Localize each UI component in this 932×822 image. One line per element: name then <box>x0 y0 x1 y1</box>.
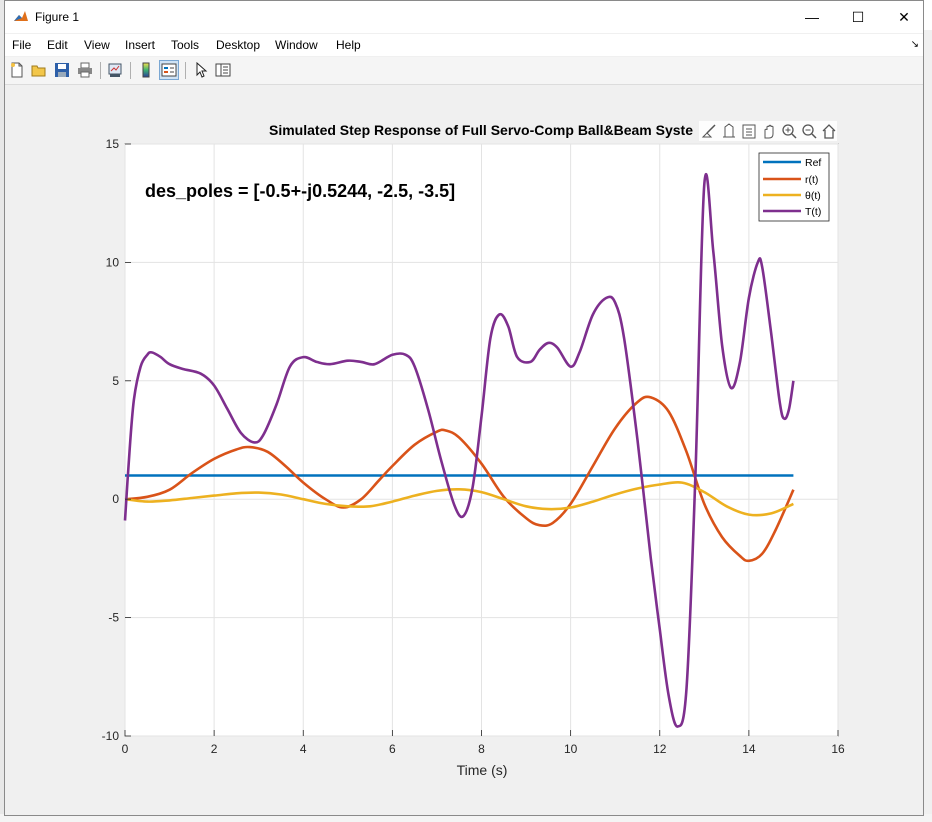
zoom-in-icon[interactable] <box>782 124 797 139</box>
y-tick-label: 10 <box>106 255 120 269</box>
x-tick-label: 6 <box>389 742 396 756</box>
matlab-icon <box>14 11 28 21</box>
menu-bar: File Edit View Insert Tools Desktop Wind… <box>5 34 923 56</box>
figure-toolbar <box>5 57 923 85</box>
legend-label-ref: Ref <box>805 157 821 169</box>
y-tick-label: -10 <box>102 729 120 743</box>
legend-icon[interactable] <box>159 60 179 80</box>
x-tick-label: 0 <box>122 742 129 756</box>
edit-plot-icon[interactable] <box>191 60 211 80</box>
series-line-torque <box>123 173 795 728</box>
background-window-edge-left <box>0 0 6 822</box>
legend-box <box>758 152 830 222</box>
x-tick-label: 8 <box>478 742 485 756</box>
toolbar-separator <box>100 62 101 79</box>
menu-view[interactable]: View <box>84 38 110 52</box>
home-icon[interactable] <box>822 124 836 139</box>
toolbar-separator <box>130 62 131 79</box>
pan-icon[interactable] <box>764 124 774 139</box>
menu-insert[interactable]: Insert <box>125 38 156 52</box>
x-tick-label: 4 <box>300 742 307 756</box>
new-figure-icon[interactable] <box>7 60 27 80</box>
zoom-out-icon[interactable] <box>802 124 817 139</box>
x-tick-label: 14 <box>742 742 756 756</box>
save-icon[interactable] <box>52 60 72 80</box>
axes-toolbar <box>699 121 837 141</box>
close-button[interactable]: ✕ <box>898 8 910 25</box>
x-tick-label: 12 <box>653 742 667 756</box>
menu-help[interactable]: Help <box>336 38 361 52</box>
minimize-button[interactable]: — <box>805 9 819 25</box>
open-file-icon[interactable] <box>29 60 49 80</box>
series-layer <box>123 173 795 728</box>
x-tick-label: 16 <box>831 742 845 756</box>
legend-label-torque: T(t) <box>805 206 821 218</box>
figure-canvas[interactable]: 0 2 4 6 8 10 12 14 16 15 10 5 0 -5 -10 Simulated Step … <box>5 85 923 815</box>
maximize-button[interactable]: ☐ <box>851 8 865 25</box>
menu-edit[interactable]: Edit <box>47 38 68 52</box>
background-window-edge-bottom <box>0 814 932 822</box>
des-poles-annotation: des_poles = [-0.5+-j0.5244, -2.5, -3.5] <box>145 181 455 201</box>
colorbar-icon[interactable] <box>136 60 156 80</box>
y-tick-label: 15 <box>106 137 120 151</box>
ticks-layer: 0 2 4 6 8 10 12 14 16 15 10 5 0 -5 -10 <box>102 137 845 756</box>
x-tick-label: 10 <box>564 742 578 756</box>
figure-window: Figure 1 — ☐ ✕ File Edit View Insert Too… <box>4 0 924 816</box>
export-icon[interactable] <box>742 124 756 139</box>
legend-label-theta: θ(t) <box>805 190 821 202</box>
title-bar[interactable]: Figure 1 — ☐ ✕ <box>5 1 923 33</box>
y-tick-label: 0 <box>112 492 119 506</box>
property-inspector-icon[interactable] <box>213 60 233 80</box>
toolbar-separator <box>185 62 186 79</box>
series-line-theta <box>124 480 794 517</box>
menu-overflow-arrow-icon[interactable]: ↘ <box>910 39 919 50</box>
step-response-chart[interactable]: 0 2 4 6 8 10 12 14 16 15 10 5 0 -5 -10 Simulated Step … <box>5 85 923 815</box>
link-plot-icon[interactable] <box>105 60 125 80</box>
grid <box>124 143 839 737</box>
legend-label-r: r(t) <box>805 174 818 186</box>
data-tips-icon[interactable] <box>723 123 735 138</box>
x-tick-label: 2 <box>211 742 218 756</box>
x-axis-label: Time (s) <box>457 762 508 778</box>
brush-icon[interactable] <box>701 124 716 138</box>
menu-window[interactable]: Window <box>275 38 318 52</box>
series-line-r <box>124 395 795 563</box>
menu-file[interactable]: File <box>12 38 32 52</box>
chart-title: Simulated Step Response of Full Servo-Co… <box>269 122 693 138</box>
y-tick-label: -5 <box>108 611 119 625</box>
legend[interactable]: Ref r(t) θ(t) T(t) <box>758 152 830 222</box>
background-window-edge-right <box>922 30 932 822</box>
window-title: Figure 1 <box>35 10 80 24</box>
menu-tools[interactable]: Tools <box>171 38 200 52</box>
menu-desktop[interactable]: Desktop <box>216 38 261 52</box>
y-tick-label: 5 <box>112 374 119 388</box>
print-icon[interactable] <box>75 60 95 80</box>
